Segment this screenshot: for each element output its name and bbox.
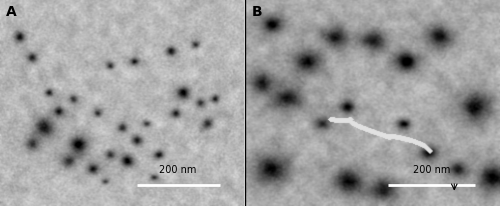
Text: 200 nm: 200 nm: [160, 164, 197, 174]
Text: A: A: [6, 5, 16, 19]
Text: 200 nm: 200 nm: [412, 164, 450, 174]
Text: B: B: [252, 5, 263, 19]
